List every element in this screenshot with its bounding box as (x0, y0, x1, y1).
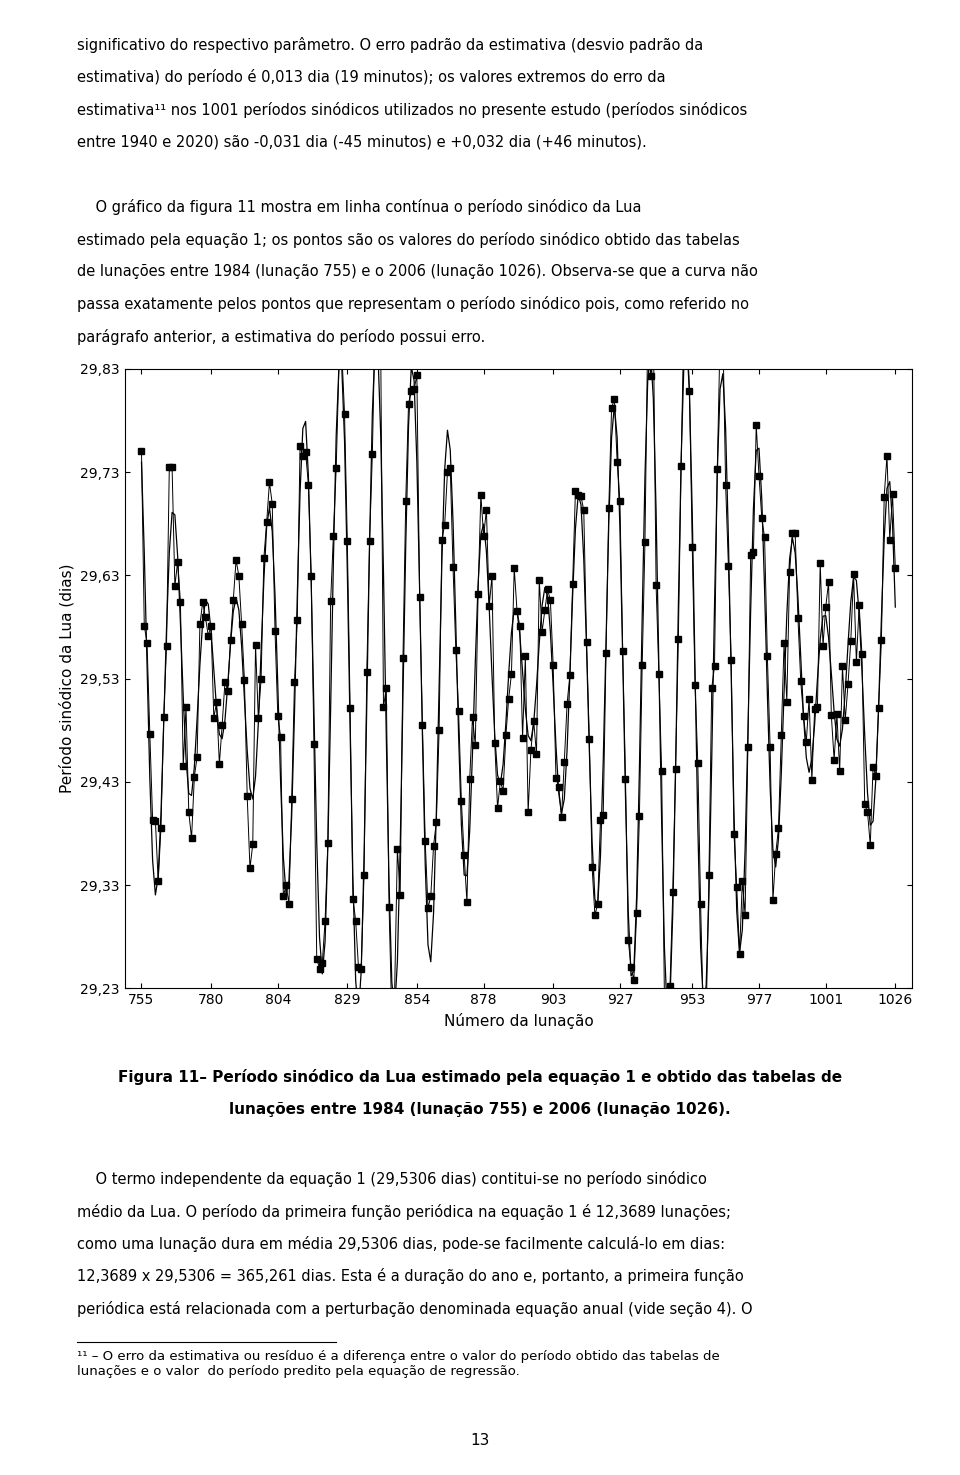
Text: estimativa¹¹ nos 1001 períodos sinódicos utilizados no presente estudo (períodos: estimativa¹¹ nos 1001 períodos sinódicos… (77, 102, 747, 118)
Text: 12,3689 x 29,5306 = 365,261 dias. Esta é a duração do ano e, portanto, a primeir: 12,3689 x 29,5306 = 365,261 dias. Esta é… (77, 1268, 744, 1285)
Text: estimativa) do período é 0,013 dia (19 minutos); os valores extremos do erro da: estimativa) do período é 0,013 dia (19 m… (77, 69, 665, 86)
Text: periódica está relacionada com a perturbação denominada equação anual (vide seçã: periódica está relacionada com a perturb… (77, 1301, 753, 1317)
Text: O gráfico da figura 11 mostra em linha contínua o período sinódico da Lua: O gráfico da figura 11 mostra em linha c… (77, 199, 641, 215)
Text: passa exatamente pelos pontos que representam o período sinódico pois, como refe: passa exatamente pelos pontos que repres… (77, 296, 749, 313)
Text: estimado pela equação 1; os pontos são os valores do período sinódico obtido das: estimado pela equação 1; os pontos são o… (77, 232, 739, 248)
Text: lunações entre 1984 (lunação 755) e 2006 (lunação 1026).: lunações entre 1984 (lunação 755) e 2006… (229, 1102, 731, 1117)
Text: entre 1940 e 2020) são -0,031 dia (-45 minutos) e +0,032 dia (+46 minutos).: entre 1940 e 2020) são -0,031 dia (-45 m… (77, 134, 646, 149)
Text: de lunações entre 1984 (lunação 755) e o 2006 (lunação 1026). Observa-se que a c: de lunações entre 1984 (lunação 755) e o… (77, 264, 757, 279)
X-axis label: Número da lunação: Número da lunação (444, 1013, 593, 1028)
Text: como uma lunação dura em média 29,5306 dias, pode-se facilmente calculá-lo em di: como uma lunação dura em média 29,5306 d… (77, 1236, 725, 1252)
Text: 13: 13 (470, 1434, 490, 1448)
Text: parágrafo anterior, a estimativa do período possui erro.: parágrafo anterior, a estimativa do perí… (77, 329, 485, 345)
Text: médio da Lua. O período da primeira função periódica na equação 1 é 12,3689 luna: médio da Lua. O período da primeira funç… (77, 1204, 731, 1220)
Y-axis label: Período sinódico da Lua (dias): Período sinódico da Lua (dias) (60, 563, 75, 794)
Text: O termo independente da equação 1 (29,5306 dias) contitui-se no período sinódico: O termo independente da equação 1 (29,53… (77, 1171, 707, 1187)
Text: significativo do respectivo parâmetro. O erro padrão da estimativa (desvio padrã: significativo do respectivo parâmetro. O… (77, 37, 703, 53)
Text: Figura 11– Período sinódico da Lua estimado pela equação 1 e obtido das tabelas : Figura 11– Período sinódico da Lua estim… (118, 1069, 842, 1086)
Text: ¹¹ – O erro da estimativa ou resíduo é a diferença entre o valor do período obti: ¹¹ – O erro da estimativa ou resíduo é a… (77, 1350, 720, 1378)
